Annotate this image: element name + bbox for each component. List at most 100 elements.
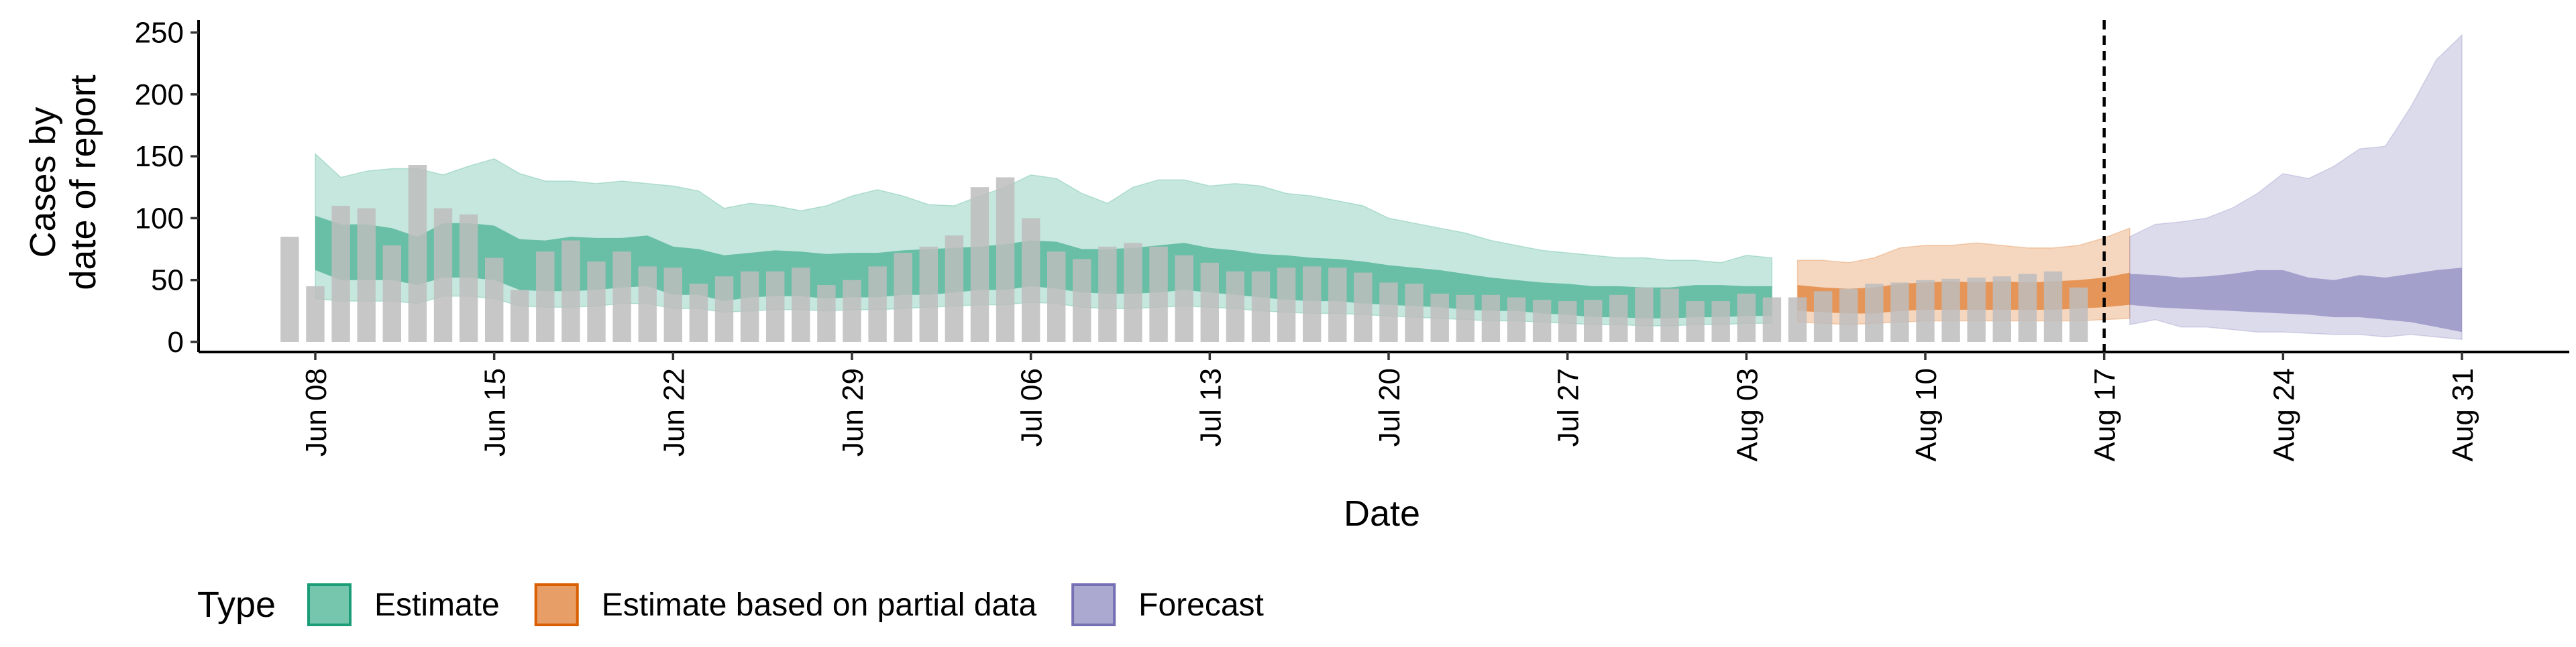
reported-cases-bar [1992,276,2011,342]
y-tick-label: 50 [151,264,184,297]
reported-cases-bar [1124,243,1142,342]
reported-cases-bar [970,187,989,342]
reported-cases-bar [1354,272,1373,342]
reported-cases-bar [280,237,299,342]
x-tick-label: Jul 20 [1373,368,1406,447]
reported-cases-bar [714,276,734,342]
reported-cases-bar [2069,287,2088,342]
reported-cases-bar [1865,284,1884,342]
reported-cases-bar [1098,246,1117,342]
reported-cases-bar [587,261,606,342]
reported-cases-bar [1967,278,1986,342]
x-tick-label: Jun 22 [657,368,690,457]
reported-cases-bar [1251,271,1271,342]
x-tick-label: Jun 08 [300,368,333,457]
estimate-legend-label: Estimate [374,587,500,623]
reported-cases-bar [2043,271,2063,342]
reported-cases-bar [1584,300,1603,342]
reported-cases-bar [1813,291,1833,342]
legend-title: Type [197,585,276,625]
reported-cases-bar [1456,294,1474,342]
reported-cases-bar [1226,271,1245,342]
forecast-inner-band [2129,268,2462,333]
reported-cases-bar [919,246,938,342]
forecast-legend-swatch [1071,583,1116,626]
reported-cases-bar [408,165,427,342]
reported-cases-bar [1660,288,1679,342]
reported-cases-bar [996,177,1015,342]
reported-cases-bar [1635,287,1654,342]
reported-cases-bar [1303,266,1322,342]
reported-cases-bar [868,266,887,342]
legend: Type Estimate Estimate based on partial da… [197,583,1264,626]
y-tick-label: 100 [135,202,184,235]
x-tick-label: Aug 24 [2267,368,2300,461]
reported-cases-bar [1405,284,1424,342]
reported-cases-bar [1532,300,1552,342]
x-tick-label: Aug 10 [1910,368,1943,461]
reported-cases-bar [1762,297,1782,342]
reported-cases-bar [511,290,529,342]
x-tick-label: Jun 15 [479,368,512,457]
x-tick-label: Aug 03 [1731,368,1764,461]
reported-cases-bar [536,251,555,342]
reported-cases-bar [1839,288,1858,342]
estimate-based-on-partial-data-legend-label: Estimate based on partial data [602,587,1037,623]
reported-cases-bar [612,251,631,342]
reported-cases-bar [1430,294,1449,342]
reported-cases-bar [433,208,453,342]
y-tick-label: 250 [135,16,184,49]
y-axis-title: Cases bydate of report [23,74,103,290]
estimate-based-on-partial-data-legend-swatch [534,583,579,626]
x-tick-label: Jul 13 [1194,368,1227,447]
reported-cases-bar [1890,282,1909,342]
reported-cases-bar [663,268,682,342]
reported-cases-bar [1916,280,1935,342]
reported-cases-bar [485,257,504,342]
reported-cases-bar [306,286,325,342]
reported-cases-bar [1737,294,1756,342]
reported-cases-bar [894,253,912,342]
reported-cases-bar [1022,218,1040,342]
reported-cases-bar [1047,251,1066,342]
reported-cases-bar [561,240,580,342]
reported-cases-bar [1609,294,1628,342]
reported-cases-bar [1379,282,1398,342]
axes-layer: 0 50 100 150 200 250 Jun 08 Jun 15 Jun 22 Jun 29 J… [23,16,2569,534]
reported-cases-bar [331,205,350,342]
reported-cases-bar [1686,301,1705,342]
reported-cases-bar [1200,262,1219,342]
x-tick-label: Jun 29 [837,368,869,457]
reported-cases-bar [459,214,478,342]
reported-cases-bar [1711,301,1730,342]
reported-cases-bar [1507,297,1526,342]
reported-cases-bar [1175,255,1193,342]
reported-cases-bar [792,268,810,342]
reported-cases-bar [638,266,657,342]
reported-cases-bar [1941,278,1960,342]
reported-cases-bar [2018,274,2037,342]
y-axis-title-line: Cases by [23,107,63,257]
forecast-legend-label: Forecast [1138,587,1264,623]
bar-layer [280,165,2088,342]
reported-cases-bar [382,245,401,342]
reported-cases-bar [357,208,376,342]
reported-cases-bar [1788,297,1807,342]
reported-cases-bar [1558,301,1577,342]
reported-cases-bar [1277,268,1296,342]
x-tick-label: Aug 17 [2089,368,2122,461]
x-tick-label: Jul 27 [1552,368,1585,447]
reported-cases-bar [817,285,836,342]
reported-cases-bar [1481,294,1501,342]
x-axis-title: Date [1344,493,1420,534]
reported-cases-bar [740,271,759,342]
estimate-legend-swatch [307,583,352,626]
reported-cases-bar [689,284,708,342]
forecast-outer-band [2129,34,2463,341]
y-tick-label: 0 [168,326,184,359]
y-tick-label: 200 [135,78,184,111]
reported-cases-bar [945,235,964,342]
y-axis-title-line: date of report [63,74,103,290]
